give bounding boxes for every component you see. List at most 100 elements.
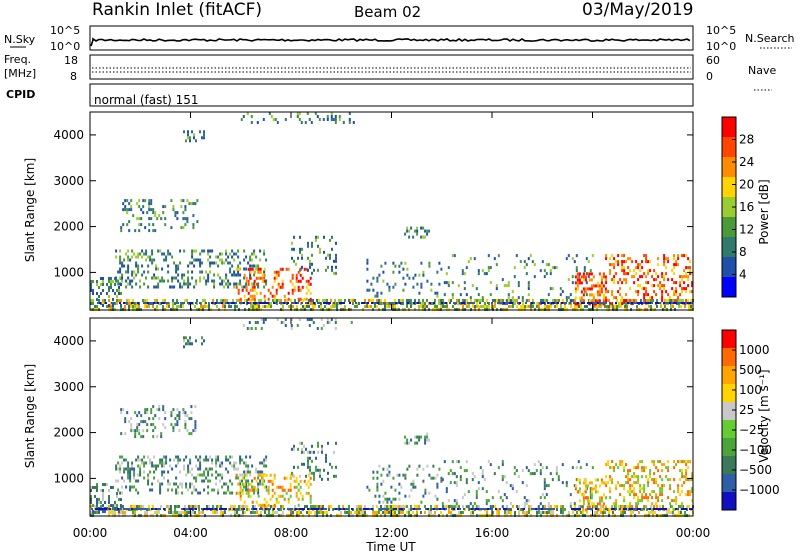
radar-cell [590, 496, 593, 500]
radar-cell [420, 285, 423, 289]
radar-cell [440, 267, 443, 271]
radar-cell [165, 302, 167, 304]
radar-cell [630, 511, 632, 514]
radar-cell [565, 302, 567, 304]
radar-cell [178, 429, 181, 433]
radar-cell [533, 263, 536, 267]
radar-cell [114, 504, 116, 507]
radar-cell [299, 508, 301, 510]
radar-cell [237, 255, 240, 259]
radar-cell [408, 299, 410, 302]
freq-tick-bottom: 8 [70, 70, 77, 83]
radar-cell [209, 508, 211, 510]
radar-cell [152, 305, 154, 308]
radar-cell [531, 472, 534, 476]
radar-cell [522, 511, 524, 514]
radar-cell [592, 299, 594, 302]
radar-cell [147, 255, 150, 259]
radar-cell [555, 466, 558, 470]
radar-cell [677, 508, 679, 510]
radar-cell [140, 217, 143, 221]
radar-cell [523, 496, 526, 500]
radar-cell [125, 285, 128, 289]
radar-cell [265, 473, 268, 477]
radar-cell [659, 505, 662, 509]
radar-cell [376, 276, 379, 280]
radar-cell [416, 232, 419, 236]
colorbar-swatch [722, 137, 736, 158]
radar-cell [638, 511, 640, 514]
radar-cell [649, 260, 652, 264]
radar-cell [251, 285, 254, 289]
radar-cell [580, 493, 583, 497]
radar-cell [637, 499, 640, 503]
radar-cell [178, 511, 180, 514]
radar-cell [548, 511, 550, 514]
radar-cell [480, 305, 482, 308]
radar-cell [281, 302, 283, 304]
radar-cell [136, 305, 138, 308]
radar-cell [685, 254, 688, 258]
radar-cell [182, 305, 184, 308]
radar-cell [413, 302, 415, 304]
radar-cell [496, 511, 498, 514]
radar-cell [143, 455, 146, 459]
radar-cell [98, 295, 100, 298]
radar-cell [453, 472, 456, 476]
radar-cell [481, 472, 484, 476]
radar-cell [397, 302, 399, 304]
radar-cell [433, 302, 435, 304]
radar-cell [436, 305, 438, 308]
radar-cell [136, 429, 139, 433]
radar-cell [609, 263, 612, 267]
radar-cell [590, 481, 593, 485]
radar-cell [443, 302, 445, 304]
radar-cell [257, 270, 260, 274]
radar-cell [270, 505, 272, 508]
radar-cell [191, 473, 194, 477]
radar-cell [163, 461, 166, 465]
radar-cell [293, 447, 295, 451]
radar-cell [130, 426, 133, 430]
radar-cell [602, 275, 605, 279]
radar-cell [94, 511, 96, 514]
radar-cell [110, 277, 112, 280]
radar-cell [112, 304, 114, 307]
radar-cell [413, 508, 415, 510]
radar-cell [175, 488, 178, 492]
radar-cell [600, 511, 602, 514]
freq-panel: Freq. [MHz] 18 8 60 0 Nave [4, 53, 776, 91]
radar-cell [418, 464, 421, 468]
radar-cell [545, 493, 548, 497]
radar-cell [637, 475, 640, 479]
radar-cell [233, 461, 236, 465]
radar-cell [605, 463, 608, 467]
radar-cell [422, 226, 425, 230]
radar-cell [251, 267, 254, 271]
radar-cell [428, 229, 431, 233]
radar-cell [136, 414, 139, 418]
radar-cell [272, 299, 274, 302]
radar-cell [576, 287, 579, 291]
radar-cell [489, 266, 492, 270]
radar-cell [149, 302, 151, 304]
radar-cell [275, 273, 278, 277]
radar-cell [303, 444, 305, 448]
radar-cell [133, 252, 136, 256]
radar-cell [615, 260, 618, 264]
radar-cell [195, 258, 198, 262]
radar-cell [627, 257, 630, 261]
radar-cell [314, 305, 316, 308]
radar-cell [221, 476, 224, 480]
radar-cell [319, 468, 321, 472]
radar-cell [143, 508, 145, 510]
radar-cell [438, 282, 441, 286]
radar-cell [399, 508, 401, 510]
radar-cell [458, 299, 460, 302]
radar-cell [639, 263, 642, 267]
radar-cell [246, 112, 249, 115]
radar-cell [309, 497, 312, 501]
radar-cell [143, 476, 146, 480]
radar-cell [129, 470, 132, 474]
radar-cell [552, 299, 554, 302]
